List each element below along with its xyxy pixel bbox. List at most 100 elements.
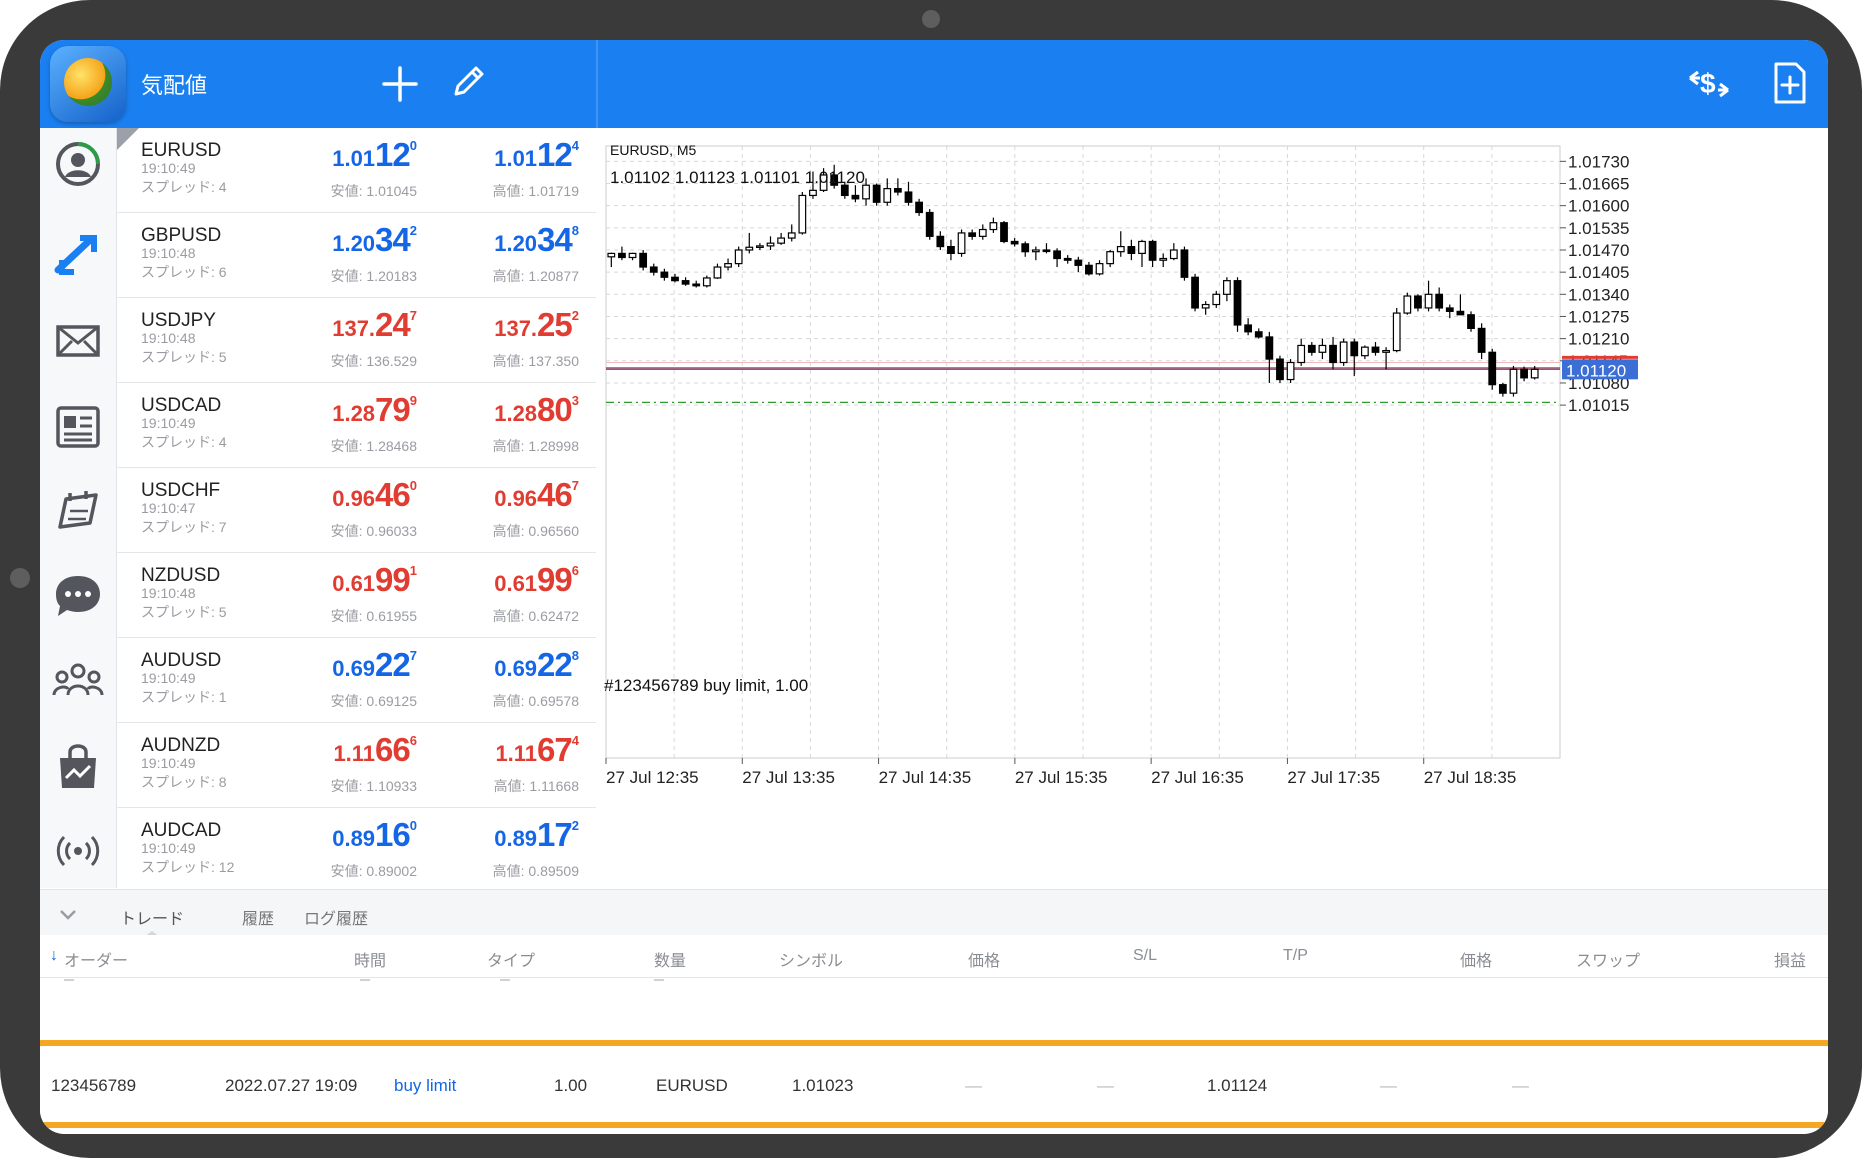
bid-price[interactable]: 0.89160 bbox=[267, 816, 417, 854]
candle-down bbox=[660, 271, 669, 278]
chat-icon[interactable] bbox=[48, 566, 108, 626]
page-title: 気配値 bbox=[141, 73, 208, 98]
low-price: 安値: 0.89002 bbox=[330, 863, 417, 879]
quote-row[interactable]: USDCHF 19:10:47 スプレッド: 7 0.96460 0.96467… bbox=[117, 468, 596, 553]
dollar-arrows-icon[interactable]: $ bbox=[1686, 60, 1732, 106]
pencil-icon[interactable] bbox=[448, 62, 488, 102]
candle-up bbox=[777, 237, 786, 244]
order-price: 1.01023 bbox=[792, 1076, 854, 1095]
col-order[interactable]: オーダー bbox=[64, 953, 129, 970]
quote-row[interactable]: NZDUSD 19:10:48 スプレッド: 5 0.61991 0.61996… bbox=[117, 553, 596, 638]
sort-down-icon[interactable]: ↓ bbox=[50, 947, 58, 964]
ask-sup: 8 bbox=[571, 648, 579, 663]
bid-price[interactable]: 1.01120 bbox=[267, 136, 417, 174]
candle-down bbox=[1191, 276, 1199, 309]
candle-down bbox=[851, 194, 860, 200]
ask-price[interactable]: 0.96467 bbox=[429, 476, 579, 514]
y-tick-label: 1.01665 bbox=[1568, 175, 1629, 194]
quote-row[interactable]: AUDCAD 19:10:49 スプレッド: 12 0.89160 0.8917… bbox=[117, 808, 596, 893]
high-price: 高値: 0.89509 bbox=[492, 863, 579, 879]
chart-canvas[interactable]: 1.01730 1.01665 1.01600 1.01535 1.01470 1.014… bbox=[598, 128, 1828, 888]
bid-big: 34 bbox=[375, 221, 411, 258]
candle-up bbox=[607, 252, 616, 258]
col-type[interactable]: タイプ bbox=[487, 953, 536, 970]
quote-spread: スプレッド: 6 bbox=[141, 264, 227, 280]
candle-down bbox=[1085, 264, 1093, 275]
quote-row[interactable]: GBPUSD 19:10:48 スプレッド: 6 1.20342 1.20348… bbox=[117, 213, 596, 298]
candle-down bbox=[1180, 249, 1189, 278]
tab-log-history[interactable]: ログ履歴 bbox=[304, 911, 369, 928]
ask-price[interactable]: 1.28803 bbox=[429, 391, 579, 429]
candle-down bbox=[936, 235, 945, 248]
quote-time: 19:10:49 bbox=[141, 755, 196, 771]
bid-sup: 2 bbox=[409, 223, 417, 238]
low-price: 安値: 1.28468 bbox=[330, 438, 417, 454]
quote-spread: スプレッド: 8 bbox=[141, 774, 227, 790]
candle-down bbox=[968, 232, 977, 237]
ask-price[interactable]: 137.252 bbox=[429, 306, 579, 344]
col-swap[interactable]: スワップ bbox=[1576, 953, 1641, 970]
table-row[interactable]: 123456789 2022.07.27 19:09 buy limit 1.0… bbox=[40, 1040, 1828, 1128]
col-volume[interactable]: 数量 bbox=[654, 953, 687, 970]
bid-price[interactable]: 1.28799 bbox=[267, 391, 417, 429]
candle-up bbox=[1403, 295, 1412, 314]
col-time[interactable]: 時間 bbox=[354, 953, 387, 970]
candle-up bbox=[1223, 280, 1231, 295]
add-document-icon[interactable] bbox=[1770, 60, 1810, 106]
chevron-down-icon[interactable] bbox=[56, 902, 80, 926]
candle-down bbox=[1467, 314, 1475, 330]
bid-price[interactable]: 1.20342 bbox=[267, 221, 417, 259]
quote-row[interactable]: AUDUSD 19:10:49 スプレッド: 1 0.69227 0.69228… bbox=[117, 638, 596, 723]
candle-down bbox=[1456, 310, 1465, 316]
col-tp[interactable]: T/P bbox=[1283, 947, 1308, 964]
ask-small: 0.61 bbox=[494, 571, 538, 596]
plus-icon[interactable] bbox=[380, 64, 420, 104]
col-profit[interactable]: 損益 bbox=[1774, 953, 1807, 970]
tab-trade[interactable]: トレード bbox=[120, 911, 185, 928]
quote-row[interactable]: AUDNZD 19:10:49 スプレッド: 8 1.11666 1.11674… bbox=[117, 723, 596, 808]
candle-up bbox=[1424, 293, 1433, 309]
quote-row[interactable]: EURUSD 19:10:49 スプレッド: 4 1.01120 1.01124… bbox=[117, 128, 596, 213]
quote-row[interactable]: USDCAD 19:10:49 スプレッド: 4 1.28799 1.28803… bbox=[117, 383, 596, 468]
signal-icon[interactable] bbox=[48, 821, 108, 881]
ask-price[interactable]: 1.20348 bbox=[429, 221, 579, 259]
quote-symbol: AUDCAD bbox=[141, 820, 222, 841]
account-icon[interactable] bbox=[48, 134, 108, 194]
market-icon[interactable] bbox=[48, 736, 108, 796]
ask-price[interactable]: 0.89172 bbox=[429, 816, 579, 854]
col-current-price[interactable]: 価格 bbox=[1460, 953, 1493, 970]
low-price: 安値: 0.69125 bbox=[330, 693, 417, 709]
ask-price[interactable]: 0.69228 bbox=[429, 646, 579, 684]
ask-price[interactable]: 1.01124 bbox=[429, 136, 579, 174]
community-icon[interactable] bbox=[48, 651, 108, 711]
price-chart[interactable]: 1.01730 1.01665 1.01600 1.01535 1.01470 1.014… bbox=[598, 128, 1828, 888]
candle-up bbox=[1530, 368, 1539, 379]
ask-big: 46 bbox=[537, 476, 573, 513]
mail-icon[interactable] bbox=[48, 311, 108, 371]
tab-history[interactable]: 履歴 bbox=[242, 911, 275, 928]
app-logo[interactable] bbox=[50, 46, 126, 122]
y-tick-label: 1.01275 bbox=[1568, 307, 1629, 326]
quote-row[interactable]: USDJPY 19:10:48 スプレッド: 5 137.247 137.252… bbox=[117, 298, 596, 383]
bid-price[interactable]: 0.61991 bbox=[267, 561, 417, 599]
ask-price[interactable]: 1.11674 bbox=[429, 731, 579, 769]
candle-up bbox=[1138, 240, 1146, 254]
ghost-mark bbox=[654, 979, 664, 981]
calendar-icon[interactable] bbox=[48, 481, 108, 541]
col-symbol[interactable]: シンボル bbox=[779, 953, 844, 970]
col-sl[interactable]: S/L bbox=[1133, 947, 1158, 964]
bid-price[interactable]: 1.11666 bbox=[267, 731, 417, 769]
ask-price[interactable]: 0.61996 bbox=[429, 561, 579, 599]
bid-price[interactable]: 0.69227 bbox=[267, 646, 417, 684]
quote-spread: スプレッド: 5 bbox=[141, 349, 227, 365]
candle-down bbox=[1276, 358, 1284, 381]
ask-big: 99 bbox=[537, 561, 573, 598]
col-price[interactable]: 価格 bbox=[968, 953, 1001, 970]
quote-spread: スプレッド: 1 bbox=[141, 689, 227, 705]
candle-up bbox=[1297, 344, 1306, 364]
hardware-button bbox=[10, 568, 30, 588]
trade-icon[interactable] bbox=[48, 226, 108, 286]
bid-price[interactable]: 0.96460 bbox=[267, 476, 417, 514]
news-icon[interactable] bbox=[48, 396, 108, 456]
bid-price[interactable]: 137.247 bbox=[267, 306, 417, 344]
